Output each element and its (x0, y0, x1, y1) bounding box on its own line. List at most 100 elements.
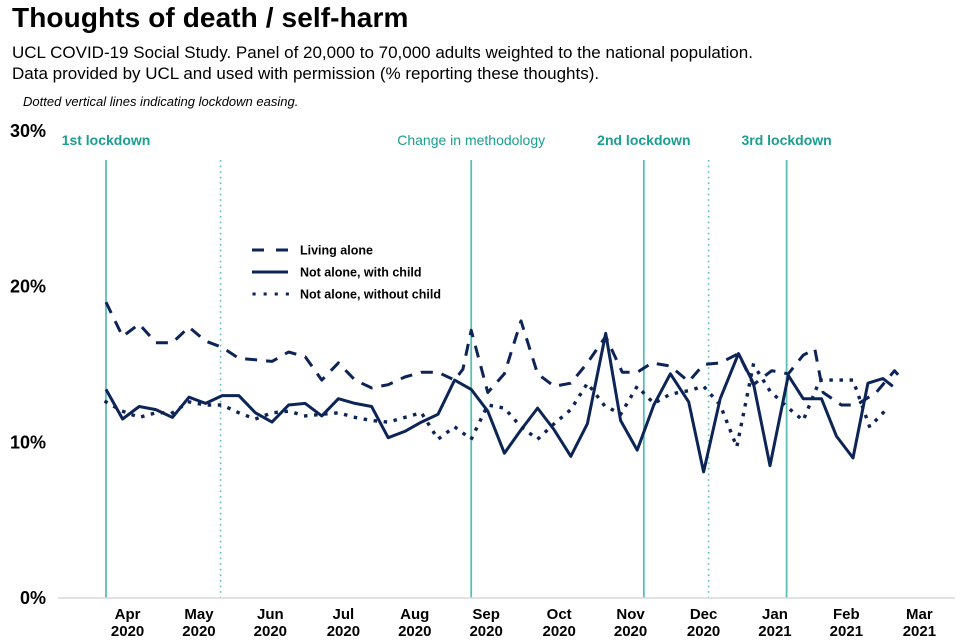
data-point (370, 419, 374, 423)
data-point (620, 370, 624, 374)
data-point (253, 358, 257, 362)
x-tick-year: 2021 (758, 623, 791, 640)
data-point (386, 420, 390, 424)
x-tick-month: Dec (690, 606, 718, 623)
data-point (893, 369, 897, 373)
data-point (801, 419, 805, 423)
data-point (702, 470, 706, 474)
data-point (403, 415, 407, 419)
x-tick-month: Apr (115, 606, 141, 623)
data-point (635, 384, 639, 388)
event-label: Change in methodology (397, 132, 545, 148)
data-point (453, 378, 457, 382)
data-point (486, 391, 490, 395)
event-lines: 1st lockdown Change in methodology 2nd loc… (62, 132, 832, 598)
data-point (652, 401, 656, 405)
y-tick-label: 30% (10, 121, 46, 141)
data-point (868, 425, 872, 429)
data-point (834, 378, 838, 382)
data-point (718, 403, 722, 407)
legend-label: Not alone, with child (300, 266, 422, 280)
x-tick-year: 2020 (327, 623, 360, 640)
data-point (237, 411, 241, 415)
data-point (303, 414, 307, 418)
data-point (502, 406, 506, 410)
data-point (801, 397, 805, 401)
data-point (718, 397, 722, 401)
data-point (552, 422, 556, 426)
data-point (602, 403, 606, 407)
data-point (187, 325, 191, 329)
data-point (635, 370, 639, 374)
data-point (751, 381, 755, 385)
data-point (436, 412, 440, 416)
data-point (635, 448, 639, 452)
data-point (619, 419, 623, 423)
chart-subtitle: UCL COVID-19 Social Study. Panel of 20,0… (12, 42, 753, 84)
data-point (270, 420, 274, 424)
data-point (353, 378, 357, 382)
data-point (336, 411, 340, 415)
data-point (204, 403, 208, 407)
data-point (403, 375, 407, 379)
x-tick-month: Jan (762, 606, 788, 623)
data-point (104, 400, 108, 404)
chart-title: Thoughts of death / self-harm (12, 2, 409, 33)
data-point (287, 409, 291, 413)
data-point (768, 389, 772, 393)
data-point (436, 437, 440, 441)
legend-label: Not alone, without child (300, 288, 441, 302)
data-point (702, 384, 706, 388)
series-line-living-alone (104, 301, 904, 407)
data-point (170, 341, 174, 345)
x-tick-year: 2020 (542, 623, 575, 640)
data-point (303, 401, 307, 405)
data-point (419, 411, 423, 415)
data-point (121, 335, 125, 339)
data-point (353, 415, 357, 419)
data-point (220, 394, 224, 398)
data-point (619, 412, 623, 416)
data-point (839, 403, 843, 407)
data-point (237, 394, 241, 398)
data-point (668, 364, 672, 368)
data-point (303, 355, 307, 359)
data-point (718, 361, 722, 365)
data-point (552, 384, 556, 388)
data-point (668, 372, 672, 376)
data-point (813, 347, 817, 351)
data-point (519, 425, 523, 429)
data-point (851, 378, 855, 382)
y-tick-label: 10% (10, 432, 46, 452)
data-point (585, 361, 589, 365)
data-point (104, 387, 108, 391)
data-point (650, 361, 654, 365)
data-point (220, 403, 224, 407)
event-label: 3rd lockdown (741, 132, 831, 148)
event-label: 2nd lockdown (597, 132, 690, 148)
x-tick-month: Jun (257, 606, 284, 623)
data-point (486, 403, 490, 407)
data-point (469, 387, 473, 391)
data-point (687, 400, 691, 404)
x-tick-month: Aug (400, 606, 429, 623)
data-point (403, 429, 407, 433)
data-point (851, 456, 855, 460)
subtitle-line-2: Data provided by UCL and used with permi… (12, 64, 600, 83)
data-point (536, 406, 540, 410)
data-point (436, 370, 440, 374)
data-point (770, 369, 774, 373)
data-point (901, 378, 905, 382)
data-point (552, 428, 556, 432)
subtitle-line-1: UCL COVID-19 Social Study. Panel of 20,0… (12, 43, 753, 62)
data-point (154, 411, 158, 415)
data-point (170, 411, 174, 415)
x-tick-year: 2020 (687, 623, 720, 640)
series-line-not-alone-with-child (104, 331, 894, 474)
data-point (536, 372, 540, 376)
event-label: 1st lockdown (62, 132, 151, 148)
x-tick-month: Jul (333, 606, 355, 623)
data-point (287, 403, 291, 407)
data-point (370, 405, 374, 409)
